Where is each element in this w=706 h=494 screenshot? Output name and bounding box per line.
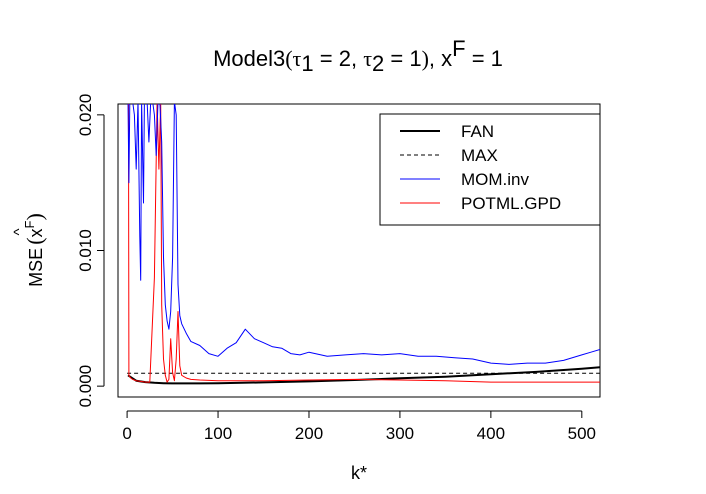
legend-label-mom-inv: MOM.inv [461, 170, 530, 189]
ylabel-x: x [26, 228, 46, 237]
ylabel-sup: F [22, 220, 37, 228]
x-axis: 0 100 200 300 400 500 [122, 410, 596, 443]
plot-border [117, 103, 601, 398]
y-tick-label: 0.010 [76, 229, 95, 272]
chart-title: Model3(τ1 = 2, τ2 = 1), xF = 1 [213, 36, 503, 76]
title-eq-2: = 1 [384, 46, 421, 71]
ylabel-close-paren: ) [22, 213, 47, 220]
series-line-mom-inv [127, 104, 600, 365]
title-tau-2: τ [363, 46, 372, 71]
ylabel-open-paren: ( [22, 237, 47, 244]
y-tick-label: 0.000 [76, 365, 95, 408]
y-axis-label: MSE (xF) [22, 213, 47, 287]
series-layer [127, 104, 600, 385]
x-tick-label: 100 [204, 424, 232, 443]
series-line-potml-gpd [128, 104, 600, 383]
x-tick-label: 500 [568, 424, 596, 443]
legend-box [379, 113, 601, 226]
title-prefix: Model3 [213, 46, 285, 71]
y-axis: 0.000 0.010 0.020 [76, 94, 105, 408]
title-open-paren: ( [285, 46, 292, 71]
legend: FAN MAX MOM.inv POTML.GPD [379, 113, 601, 226]
title-comma-x: , x [429, 46, 452, 71]
title-sub-2: 2 [372, 51, 384, 76]
x-axis-label: k* [351, 463, 367, 483]
title-sup-f: F [452, 36, 465, 61]
legend-label-fan: FAN [461, 122, 494, 141]
title-tau-1: τ [293, 46, 302, 71]
series-line-fan [127, 366, 600, 385]
y-tick-label: 0.020 [76, 94, 95, 137]
ylabel-hat: ^ [11, 228, 28, 235]
legend-label-potml-gpd: POTML.GPD [461, 194, 561, 213]
ylabel-prefix: MSE [26, 248, 46, 287]
x-tick-label: 200 [295, 424, 323, 443]
x-tick-label: 0 [122, 424, 131, 443]
x-tick-label: 400 [477, 424, 505, 443]
x-tick-label: 300 [386, 424, 414, 443]
legend-label-max: MAX [461, 146, 498, 165]
title-eq-3: = 1 [466, 46, 503, 71]
title-close-paren: ) [422, 46, 429, 71]
title-sub-1: 1 [301, 51, 313, 76]
title-eq-1: = 2, [314, 46, 364, 71]
